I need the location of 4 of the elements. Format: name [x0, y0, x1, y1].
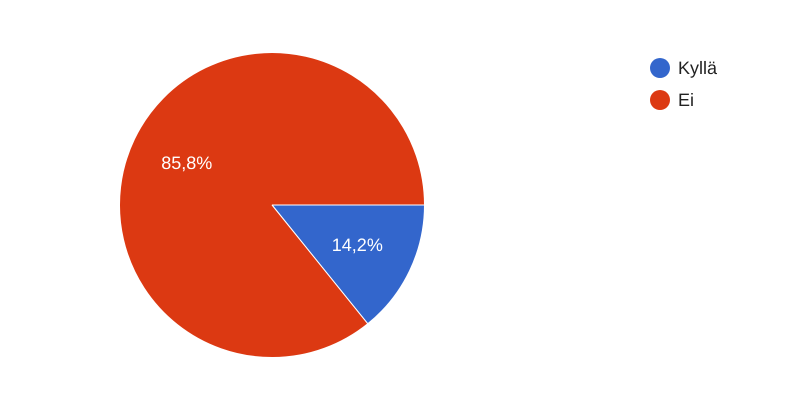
data-label: 85,8% — [161, 153, 212, 174]
legend-label: Ei — [678, 90, 694, 110]
data-label: 14,2% — [332, 234, 383, 255]
legend-label: Kyllä — [678, 58, 718, 78]
